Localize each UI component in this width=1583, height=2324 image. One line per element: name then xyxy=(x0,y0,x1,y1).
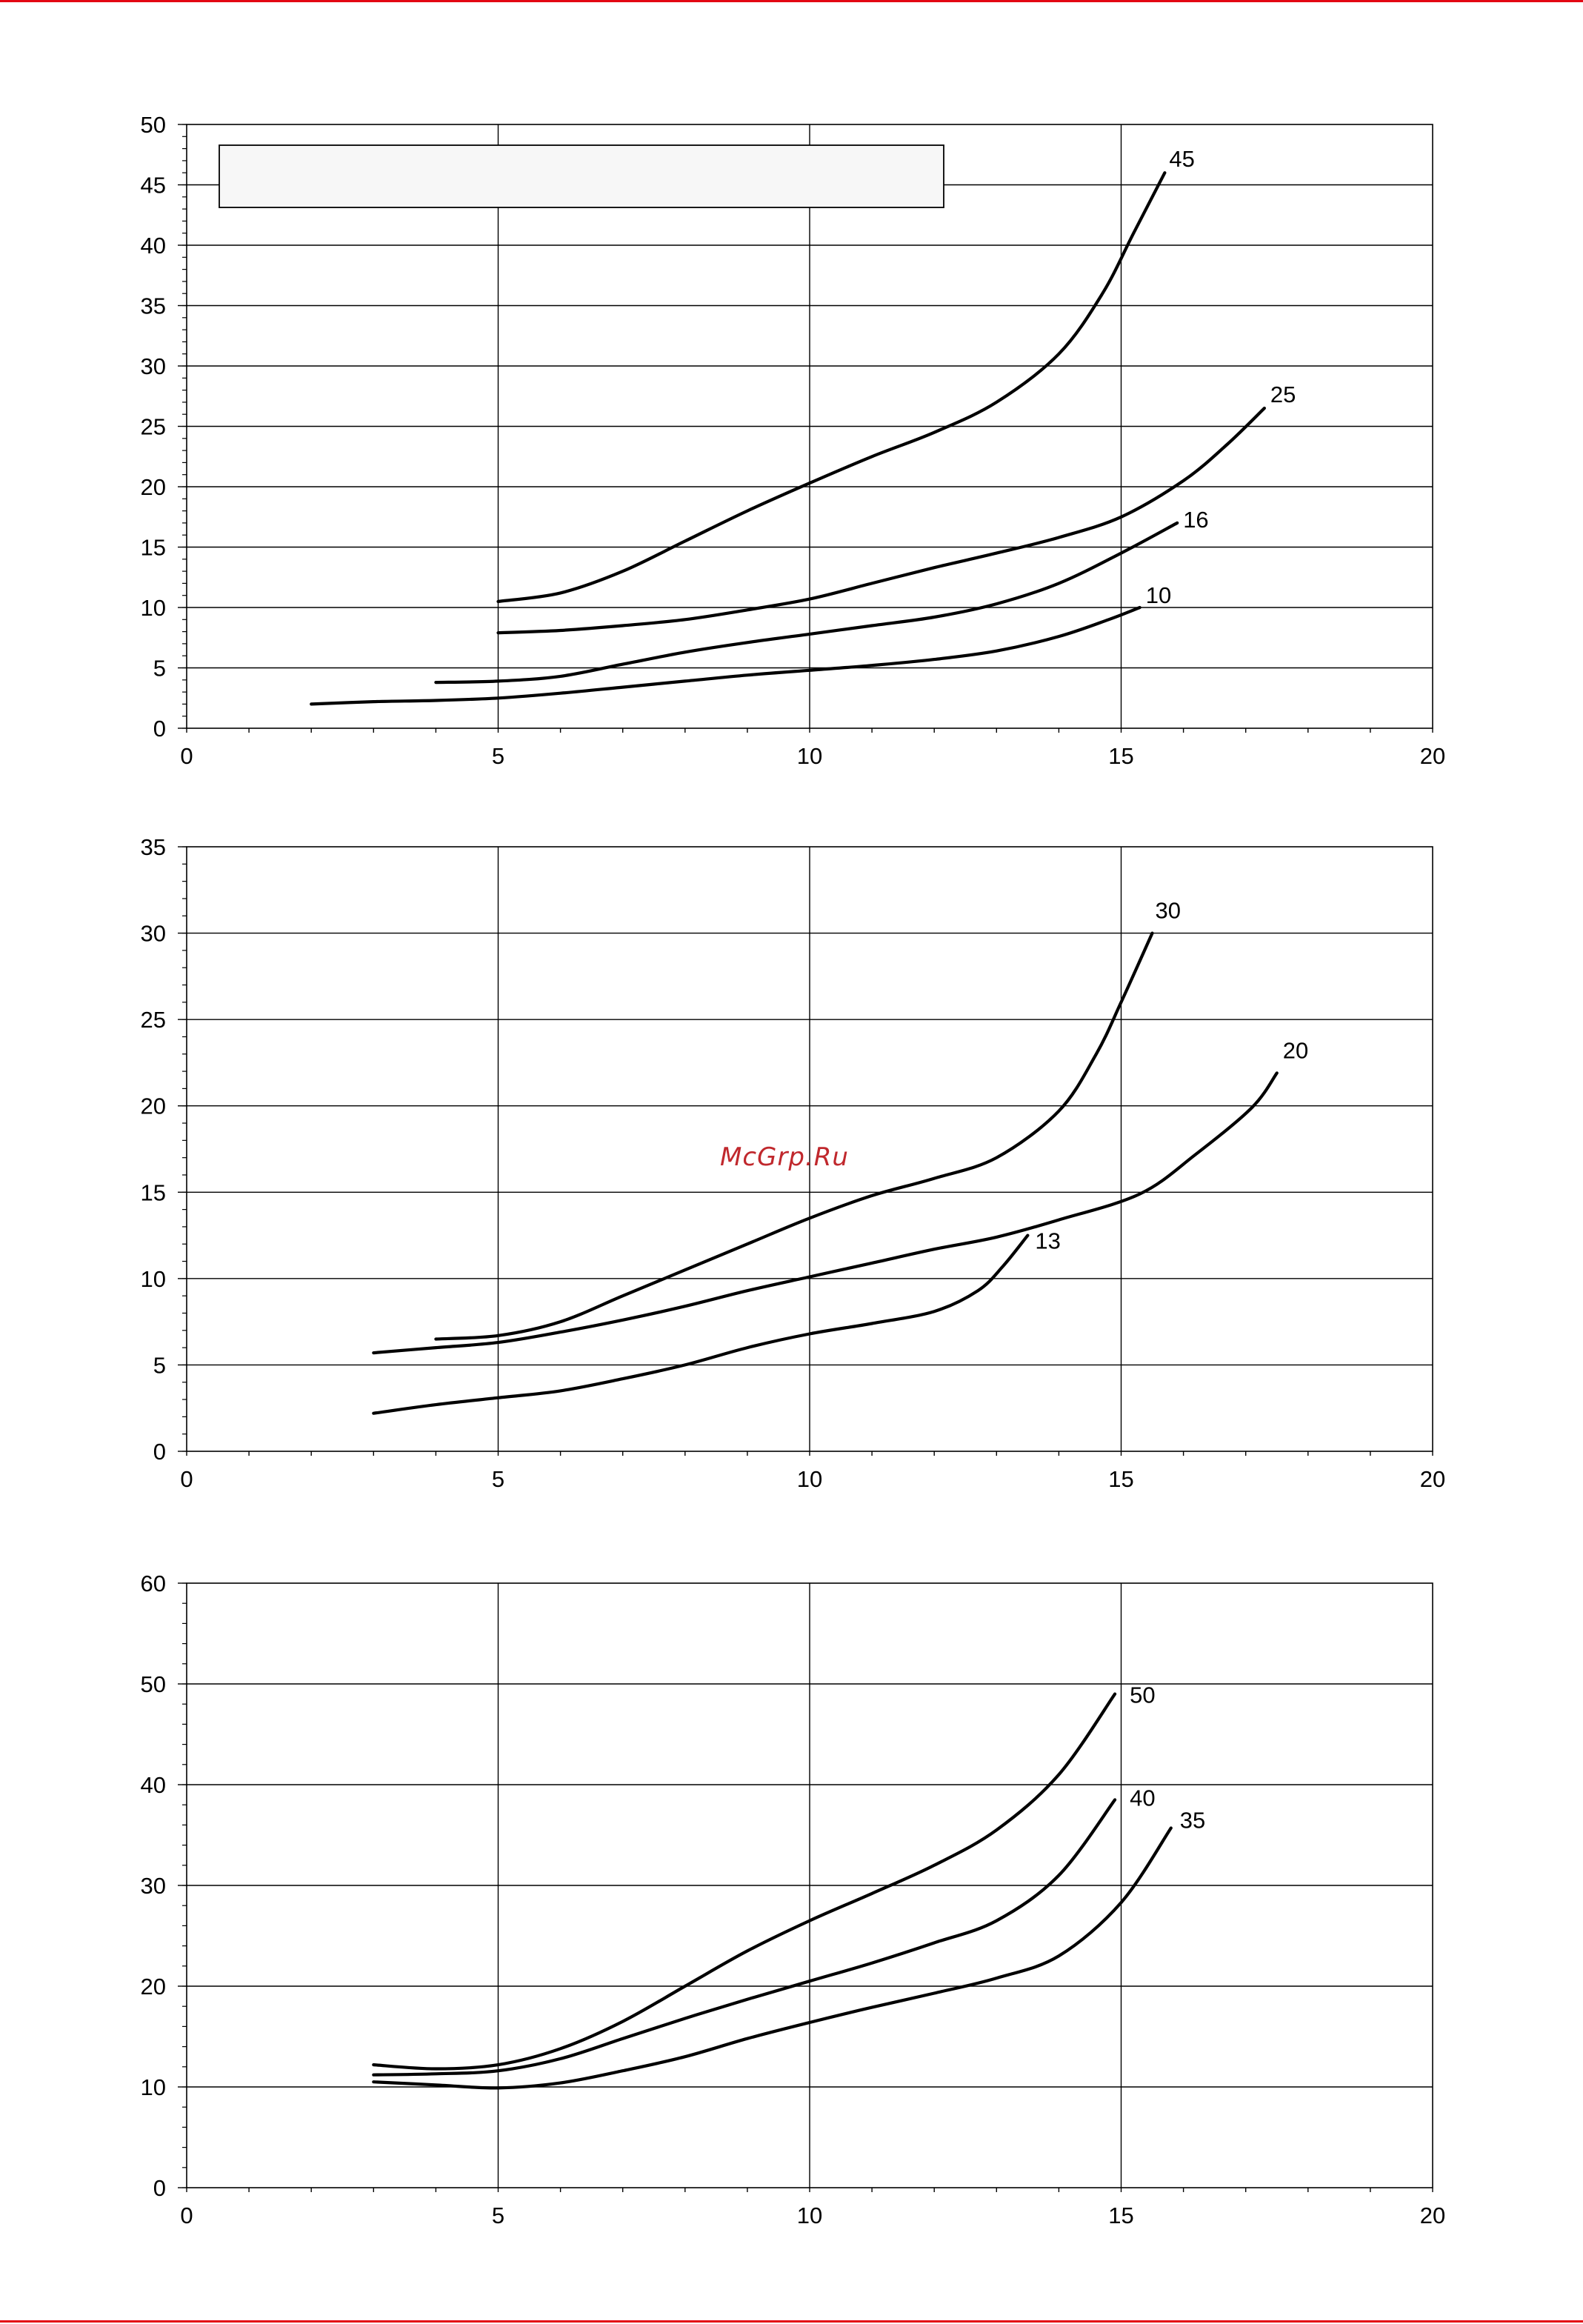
series-label-20: 20 xyxy=(1283,1037,1308,1063)
y-tick-label: 20 xyxy=(141,1974,166,2000)
x-tick-label: 15 xyxy=(1108,1466,1133,1492)
series-label-30: 30 xyxy=(1156,898,1181,924)
x-tick-label: 5 xyxy=(492,743,504,769)
x-tick-label: 15 xyxy=(1108,2203,1133,2228)
y-tick-label: 35 xyxy=(141,293,166,319)
y-tick-label: 0 xyxy=(153,2175,166,2201)
series-label-13: 13 xyxy=(1035,1228,1060,1254)
y-tick-label: 25 xyxy=(141,414,166,440)
x-tick-label: 0 xyxy=(180,2203,193,2228)
x-tick-label: 0 xyxy=(180,1466,193,1492)
series-label-16: 16 xyxy=(1183,507,1208,533)
x-tick-label: 10 xyxy=(797,743,822,769)
x-tick-label: 20 xyxy=(1420,1466,1445,1492)
series-line-20 xyxy=(372,1071,1279,1355)
series-line-50 xyxy=(372,1692,1117,2071)
series-line-25 xyxy=(496,406,1266,635)
y-tick-label: 5 xyxy=(153,1352,166,1378)
y-tick-label: 10 xyxy=(141,2074,166,2100)
legend-box xyxy=(219,144,944,208)
series-line-10 xyxy=(310,605,1142,706)
bottom-red-rule xyxy=(0,2320,1583,2323)
y-tick-label: 50 xyxy=(141,112,166,138)
x-tick-label: 20 xyxy=(1420,743,1445,769)
series-line-30 xyxy=(434,931,1154,1341)
y-tick-label: 50 xyxy=(141,1671,166,1697)
series-label-35: 35 xyxy=(1180,1807,1205,1833)
series-label-25: 25 xyxy=(1270,382,1296,407)
series-line-45 xyxy=(496,171,1167,603)
top-red-rule xyxy=(0,0,1583,2)
x-tick-label: 15 xyxy=(1108,743,1133,769)
watermark-text: McGrp.Ru xyxy=(720,1142,849,1172)
y-tick-label: 30 xyxy=(141,353,166,379)
x-tick-label: 5 xyxy=(492,2203,504,2228)
chart-middle: 0 5 10 15 20 0 5 10 15 20 25 30 35 30 20 13 xyxy=(141,834,1446,1492)
y-tick-label: 30 xyxy=(141,921,166,947)
y-tick-label: 25 xyxy=(141,1007,166,1033)
y-tick-label: 45 xyxy=(141,173,166,199)
y-tick-label: 20 xyxy=(141,474,166,500)
series-line-35 xyxy=(372,1826,1173,2090)
y-tick-label: 40 xyxy=(141,233,166,259)
y-tick-label: 5 xyxy=(153,656,166,682)
y-tick-label: 10 xyxy=(141,1266,166,1292)
series-label-50: 50 xyxy=(1130,1682,1155,1708)
chart-bottom: 0 5 10 15 20 0 10 20 30 40 50 60 50 40 35 xyxy=(141,1571,1446,2228)
y-tick-label: 60 xyxy=(141,1571,166,1596)
y-tick-label: 35 xyxy=(141,834,166,860)
y-tick-label: 0 xyxy=(153,716,166,742)
x-tick-label: 20 xyxy=(1420,2203,1445,2228)
y-tick-label: 30 xyxy=(141,1873,166,1899)
series-label-45: 45 xyxy=(1169,146,1194,172)
series-line-16 xyxy=(434,521,1179,685)
x-tick-label: 5 xyxy=(492,1466,504,1492)
y-tick-label: 15 xyxy=(141,1179,166,1205)
x-tick-label: 0 xyxy=(180,743,193,769)
y-tick-label: 10 xyxy=(141,595,166,621)
series-line-40 xyxy=(372,1798,1117,2077)
y-tick-label: 20 xyxy=(141,1093,166,1119)
series-label-10: 10 xyxy=(1146,582,1171,608)
series-label-40: 40 xyxy=(1130,1785,1155,1811)
y-tick-label: 15 xyxy=(141,535,166,561)
x-tick-label: 10 xyxy=(797,2203,822,2228)
series-line-13 xyxy=(372,1233,1030,1415)
y-tick-label: 40 xyxy=(141,1772,166,1798)
x-tick-label: 10 xyxy=(797,1466,822,1492)
y-tick-label: 0 xyxy=(153,1439,166,1465)
chart-top: 0 5 10 15 20 0 5 10 15 20 25 30 35 40 45 50 45 25 16 10 xyxy=(141,112,1446,769)
